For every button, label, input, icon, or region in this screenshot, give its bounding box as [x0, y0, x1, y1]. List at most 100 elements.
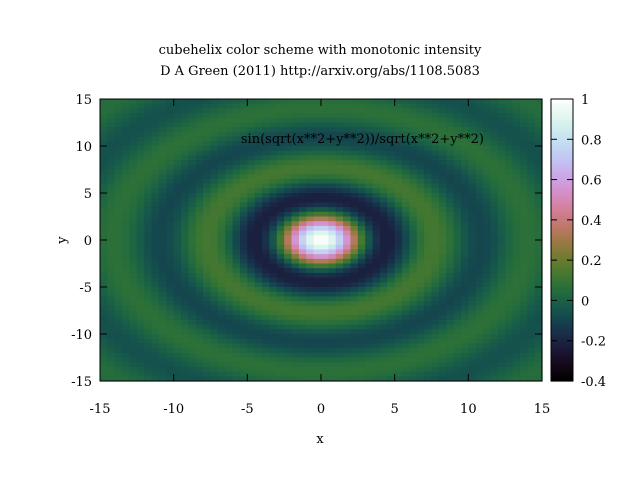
- heatmap-cell: [247, 113, 256, 119]
- heatmap-cell: [379, 183, 388, 189]
- heatmap-cell: [365, 141, 374, 147]
- heatmap-cell: [328, 268, 337, 274]
- heatmap-cell: [416, 329, 425, 335]
- heatmap-cell: [446, 287, 455, 293]
- heatmap-cell: [416, 282, 425, 288]
- heatmap-cell: [416, 155, 425, 161]
- heatmap-cell: [129, 334, 138, 340]
- heatmap-cell: [166, 225, 175, 232]
- heatmap-cell: [446, 160, 455, 166]
- heatmap-cell: [490, 263, 499, 269]
- heatmap-cell: [519, 315, 528, 321]
- colorbar-step: [551, 169, 573, 173]
- heatmap-cell: [100, 221, 108, 227]
- heatmap-cell: [468, 160, 477, 166]
- heatmap-cell: [394, 376, 403, 382]
- heatmap-cell: [298, 334, 307, 340]
- heatmap-cell: [335, 164, 344, 171]
- heatmap-cell: [158, 315, 167, 321]
- heatmap-cell: [328, 235, 337, 241]
- heatmap-cell: [188, 305, 197, 312]
- heatmap-cell: [343, 202, 352, 208]
- heatmap-cell: [387, 352, 396, 359]
- heatmap-cell: [387, 169, 396, 175]
- heatmap-cell: [122, 193, 131, 199]
- heatmap-cell: [394, 329, 403, 335]
- heatmap-cell: [379, 371, 388, 377]
- heatmap-cell: [343, 343, 352, 349]
- heatmap-cell: [225, 207, 234, 213]
- heatmap-cell: [357, 160, 366, 166]
- heatmap-cell: [151, 376, 160, 382]
- heatmap-cell: [527, 329, 536, 335]
- heatmap-cell: [409, 249, 418, 255]
- heatmap-cell: [409, 287, 418, 293]
- heatmap-cell: [365, 244, 374, 250]
- heatmap-cell: [298, 315, 307, 321]
- heatmap-cell: [158, 155, 167, 161]
- heatmap-cell: [453, 178, 462, 185]
- colorbar-step: [551, 181, 573, 185]
- heatmap-cell: [107, 362, 116, 368]
- heatmap-cell: [129, 103, 138, 109]
- heatmap-cell: [188, 329, 197, 335]
- heatmap-cell: [402, 357, 410, 363]
- heatmap-cell: [291, 263, 300, 269]
- heatmap-cell: [210, 324, 219, 330]
- heatmap-cell: [475, 315, 484, 321]
- heatmap-cell: [269, 376, 278, 382]
- heatmap-cell: [453, 258, 462, 265]
- heatmap-cell: [232, 169, 241, 175]
- heatmap-cell: [343, 150, 352, 156]
- heatmap-cell: [519, 249, 528, 255]
- heatmap-cell: [276, 99, 285, 105]
- heatmap-cell: [357, 338, 366, 344]
- heatmap-cell: [328, 150, 337, 156]
- heatmap-cell: [335, 277, 344, 283]
- colorbar-step: [551, 225, 573, 229]
- heatmap-cell: [460, 254, 469, 260]
- heatmap-cell: [321, 202, 329, 208]
- heatmap-cell: [379, 136, 388, 142]
- heatmap-cell: [225, 282, 234, 288]
- heatmap-cell: [387, 301, 396, 307]
- heatmap-cell: [372, 221, 381, 227]
- heatmap-cell: [217, 216, 226, 222]
- heatmap-cell: [328, 164, 337, 171]
- heatmap-cell: [217, 244, 226, 250]
- heatmap-cell: [490, 301, 499, 307]
- heatmap-cell: [158, 193, 167, 199]
- heatmap-cell: [438, 315, 447, 321]
- heatmap-cell: [122, 319, 131, 326]
- heatmap-cell: [262, 287, 271, 293]
- heatmap-cell: [335, 352, 344, 359]
- heatmap-cell: [107, 357, 116, 363]
- heatmap-cell: [446, 240, 455, 246]
- heatmap-cell: [468, 277, 477, 283]
- heatmap-cell: [343, 362, 352, 368]
- heatmap-cell: [298, 183, 307, 189]
- heatmap-cell: [424, 117, 433, 124]
- heatmap-cell: [313, 291, 322, 297]
- colorbar-step: [551, 216, 573, 220]
- heatmap-cell: [239, 183, 248, 189]
- heatmap-cell: [291, 268, 300, 274]
- heatmap-cell: [151, 141, 160, 147]
- heatmap-cell: [276, 225, 285, 232]
- colorbar-step: [551, 341, 573, 344]
- heatmap-cell: [100, 183, 108, 189]
- heatmap-cell: [343, 103, 352, 109]
- heatmap-cell: [468, 188, 477, 194]
- heatmap-cell: [239, 291, 248, 297]
- heatmap-cell: [107, 207, 116, 213]
- heatmap-cell: [158, 225, 167, 232]
- heatmap-cell: [379, 178, 388, 185]
- heatmap-cell: [210, 103, 219, 109]
- heatmap-cell: [225, 338, 234, 344]
- heatmap-cell: [217, 324, 226, 330]
- heatmap-cell: [107, 258, 116, 265]
- heatmap-cell: [519, 146, 528, 152]
- heatmap-cell: [460, 244, 469, 250]
- heatmap-cell: [114, 225, 123, 232]
- heatmap-cell: [284, 376, 293, 382]
